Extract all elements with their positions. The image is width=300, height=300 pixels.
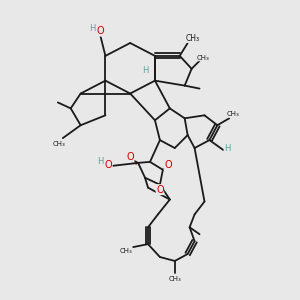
Text: CH₃: CH₃ — [52, 141, 65, 147]
Text: O: O — [164, 160, 172, 170]
Text: H: H — [89, 24, 96, 33]
Text: CH₃: CH₃ — [197, 55, 210, 61]
Text: H: H — [224, 143, 230, 152]
Text: O: O — [105, 160, 112, 170]
Text: O: O — [126, 152, 134, 162]
Text: CH₃: CH₃ — [120, 248, 133, 254]
Text: CH₃: CH₃ — [168, 276, 181, 282]
Text: H: H — [97, 158, 104, 166]
Text: H: H — [142, 66, 148, 75]
Text: CH₃: CH₃ — [227, 111, 240, 117]
Text: O: O — [156, 184, 164, 195]
Text: O: O — [97, 26, 104, 36]
Text: CH₃: CH₃ — [185, 34, 200, 43]
